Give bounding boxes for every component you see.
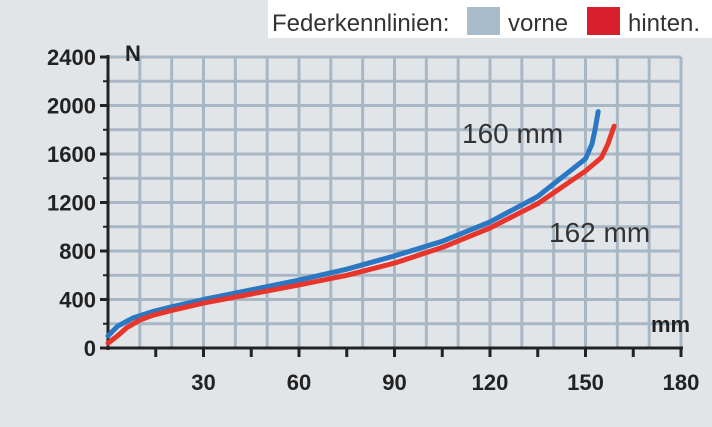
x-tick-label: 60 [287,370,311,395]
x-axis-unit: mm [651,312,690,337]
x-tick-label: 120 [472,370,509,395]
y-tick-label: 2000 [47,94,96,119]
legend-title: Federkennlinien: [272,10,449,37]
tick-labels: 0 400 800 1200 1600 2000 2400 30 60 90 120 150 180 [47,45,699,395]
y-tick-label: 1600 [47,142,96,167]
legend-label-hinten: hinten. [628,10,700,37]
y-tick-label: 2400 [47,45,96,70]
y-axis-unit: N [125,41,141,66]
annotation-vorne: 160 mm [462,118,563,149]
x-tick-label: 30 [191,370,215,395]
y-tick-label: 0 [84,336,96,361]
y-tick-label: 800 [59,239,96,264]
y-tick-label: 1200 [47,191,96,216]
x-tick-label: 150 [567,370,604,395]
series-lines [105,109,617,346]
legend-label-vorne: vorne [508,10,568,37]
axes [100,55,683,357]
grid [108,55,683,348]
legend-swatch-hinten [587,7,620,35]
annotation-hinten: 162 mm [549,217,650,248]
y-tick-label: 400 [59,288,96,313]
legend-swatch-vorne [467,7,500,35]
x-tick-label: 90 [382,370,406,395]
x-tick-label: 180 [663,370,700,395]
series-line-vorne [105,109,601,339]
series-line-hinten [105,123,617,346]
